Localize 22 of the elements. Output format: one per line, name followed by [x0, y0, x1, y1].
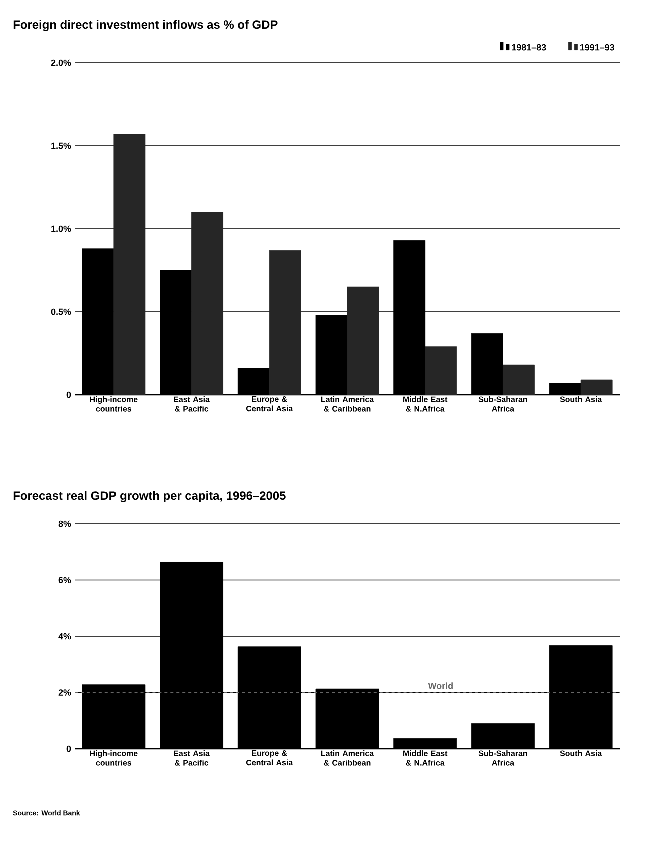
- ref-line-label: World: [428, 682, 453, 690]
- y-tick-label: 1.0%: [52, 226, 72, 232]
- y-tick-label: 0: [66, 746, 72, 752]
- bar: [347, 286, 380, 396]
- y-tick-label: 8%: [58, 520, 72, 528]
- chart-title: Forecast real GDP growth per capita, 1996–2005: [14, 491, 286, 502]
- y-tick-label: 2.0%: [51, 60, 72, 66]
- bar: [580, 380, 613, 396]
- y-tick-label: 0: [66, 392, 72, 398]
- y-tick-label: 1.5%: [52, 142, 72, 150]
- bar: [269, 250, 302, 396]
- bar: [425, 346, 458, 396]
- bar: [192, 212, 224, 396]
- y-tick-label: 0.5%: [51, 308, 72, 316]
- bar: [503, 364, 535, 396]
- y-tick-label: 2%: [58, 690, 72, 696]
- legend-label: 1991–93: [580, 44, 614, 51]
- legend-label: 1981–83: [512, 44, 546, 51]
- chart-title: Foreign direct investment inflows as % of GDP: [14, 20, 278, 32]
- y-tick-label: 4%: [58, 633, 72, 640]
- bar: [114, 134, 146, 396]
- y-tick-label: 6%: [58, 577, 72, 584]
